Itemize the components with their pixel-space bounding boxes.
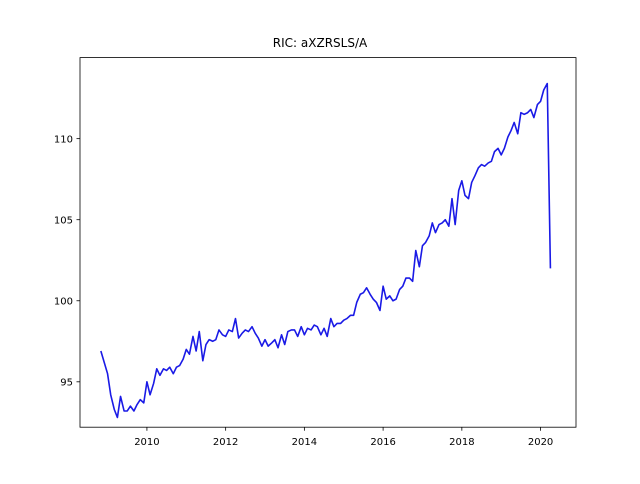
- y-tick-label: 100: [54, 296, 73, 307]
- y-tick-label: 95: [60, 377, 73, 388]
- x-axis: 2010 2012 2014 2016 2018 2020: [134, 427, 553, 448]
- x-tick-label: 2018: [449, 437, 474, 448]
- axes-frame: [79, 57, 577, 428]
- x-tick-label: 2016: [370, 437, 395, 448]
- x-tick-label: 2010: [134, 437, 159, 448]
- y-tick-label: 105: [54, 215, 73, 226]
- chart-title: RIC: aXZRSLS/A: [273, 36, 368, 50]
- plot-area: [100, 82, 552, 419]
- x-tick-label: 2020: [528, 437, 553, 448]
- x-tick-label: 2014: [292, 437, 317, 448]
- x-tick-label: 2012: [213, 437, 238, 448]
- y-axis: 95 100 105 110: [54, 134, 80, 388]
- y-tick-label: 110: [54, 134, 73, 145]
- series-line: [100, 82, 552, 419]
